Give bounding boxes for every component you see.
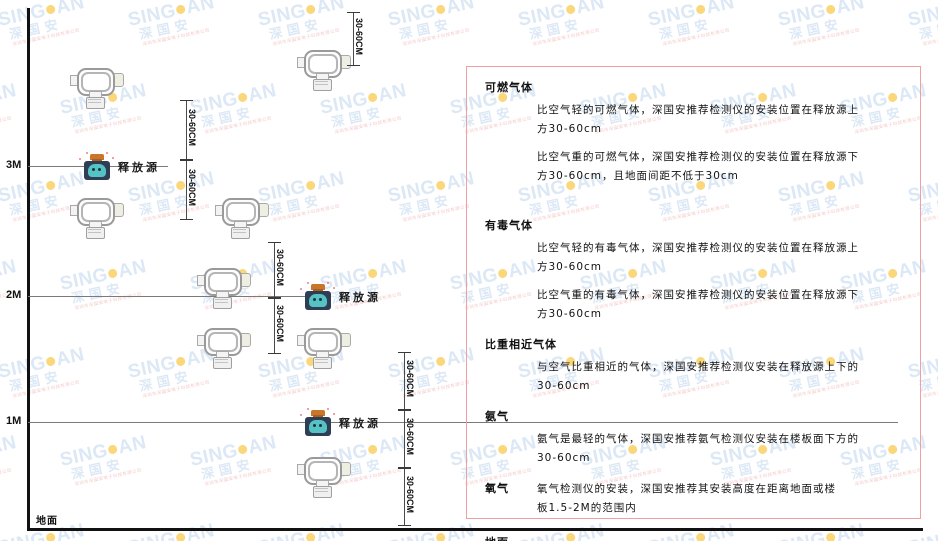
gas-detector-icon — [68, 196, 126, 239]
y-axis — [27, 8, 30, 530]
dimension-label: 30-60CM — [405, 360, 415, 398]
height-line-2m — [28, 296, 306, 297]
section-heading: 有毒气体 — [485, 219, 533, 232]
gas-detector-icon — [295, 326, 353, 369]
gas-detector-icon — [295, 48, 353, 91]
release-source-label: 释放源 — [118, 161, 160, 174]
section-heading: 氧气 — [485, 482, 509, 495]
axis-tick-2m: 2M — [6, 289, 22, 301]
release-source-label: 释放源 — [339, 291, 381, 304]
axis-tick-3m: 3M — [6, 159, 22, 171]
gas-detector-icon — [68, 66, 126, 109]
gas-detector-icon — [195, 326, 253, 369]
dimension-label: 30-60CM — [275, 305, 285, 343]
dimension-label: 30-60CM — [405, 418, 415, 456]
section-heading: 可燃气体 — [485, 81, 533, 94]
dimension-label: 30-60CM — [354, 18, 364, 56]
section-heading: 比重相近气体 — [485, 338, 557, 351]
section-paragraph: 比空气重的有毒气体，深国安推荐检测仪的安装位置在释放源下方30-60cm — [537, 289, 859, 320]
section-heading: 地面 — [485, 534, 509, 541]
section-paragraph: 比空气重的可燃气体，深国安推荐检测仪的安装位置在释放源下方30-60cm，且地面… — [537, 151, 859, 182]
ground-label: 地面 — [36, 516, 58, 527]
height-line-1m — [28, 422, 898, 423]
gas-detector-icon — [195, 266, 253, 309]
dimension-label: 30-60CM — [405, 476, 415, 514]
section-paragraph: 与空气比重相近的气体，深国安推荐检测仪安装在释放源上下的30-60cm — [537, 361, 859, 392]
section-heading: 氨气 — [485, 410, 509, 423]
release-source-icon — [300, 282, 335, 310]
axis-tick-1m: 1M — [6, 415, 22, 427]
gas-detector-icon — [213, 196, 271, 239]
section-paragraph: 氨气是最轻的气体，深国安推荐氨气检测仪安装在楼板面下方的30-60cm — [537, 433, 859, 464]
release-source-icon — [79, 152, 114, 180]
dimension-label: 30-60CM — [187, 109, 197, 147]
gas-detector-icon — [295, 455, 353, 498]
x-axis-ground-line — [27, 528, 923, 531]
dimension-label: 30-60CM — [275, 249, 285, 287]
release-source-label: 释放源 — [339, 417, 381, 430]
dimension-label: 30-60CM — [187, 169, 197, 207]
release-source-icon — [300, 408, 335, 436]
recommendation-panel: 可燃气体 比空气轻的可燃气体，深国安推荐检测仪的安装位置在释放源上方30-60cm… — [466, 66, 921, 541]
section-paragraph: 比空气轻的可燃气体，深国安推荐检测仪的安装位置在释放源上方30-60cm — [537, 104, 859, 135]
section-paragraph: 比空气轻的有毒气体，深国安推荐检测仪的安装位置在释放源上方30-60cm — [537, 242, 859, 273]
section-paragraph: 氧气检测仪的安装，深国安推荐其安装高度在距离地面或楼板1.5-2M的范围内 — [537, 483, 836, 514]
